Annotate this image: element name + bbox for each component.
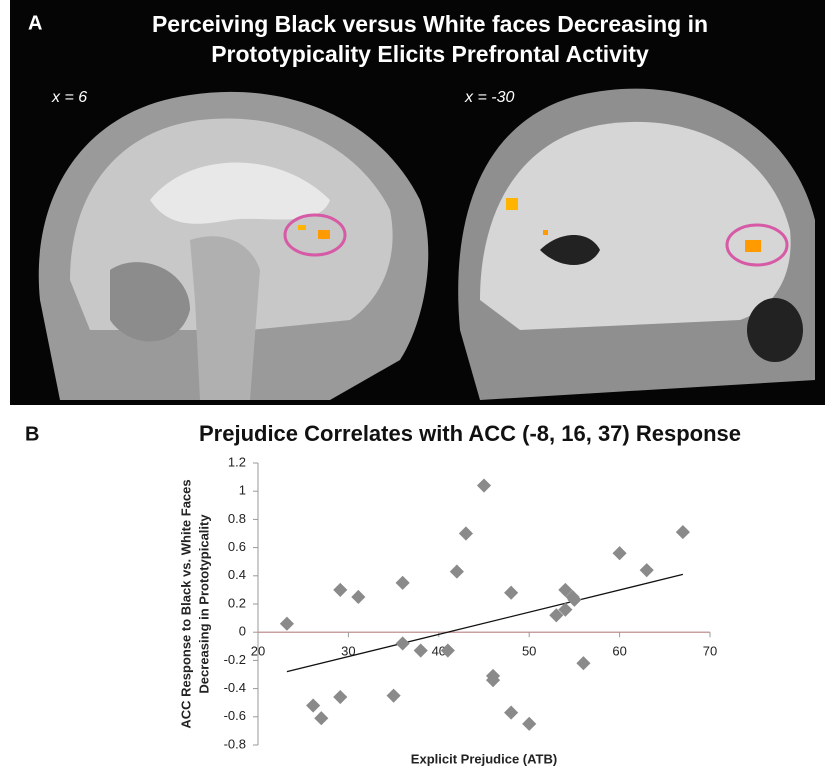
scatter-point bbox=[306, 698, 320, 712]
scatter-point bbox=[477, 478, 491, 492]
scatter-point bbox=[333, 690, 347, 704]
scatter-point bbox=[522, 717, 536, 731]
y-axis-label: Decreasing in Prototypicality bbox=[196, 514, 211, 694]
y-tick-label: 1 bbox=[239, 483, 246, 498]
x-tick-label: 20 bbox=[251, 644, 265, 659]
slice-label: x = 6 bbox=[51, 89, 87, 106]
brain-left bbox=[39, 92, 429, 400]
scatter-point bbox=[640, 563, 654, 577]
scatter-point bbox=[387, 689, 401, 703]
panel-label: A bbox=[28, 12, 42, 34]
scatter-point bbox=[396, 636, 410, 650]
scatter-point bbox=[280, 617, 294, 631]
y-tick-label: -0.6 bbox=[224, 708, 246, 723]
y-tick-label: 0.2 bbox=[228, 595, 246, 610]
scatter-point bbox=[676, 525, 690, 539]
panel-label: B bbox=[25, 423, 39, 445]
y-tick-label: 0 bbox=[239, 624, 246, 639]
y-tick-label: 0.6 bbox=[228, 539, 246, 554]
y-tick-label: 0.4 bbox=[228, 567, 246, 582]
scatter-point bbox=[333, 583, 347, 597]
figure: A Perceiving Black versus White faces De… bbox=[0, 0, 837, 771]
scatter-point bbox=[576, 656, 590, 670]
x-axis-label: Explicit Prejudice (ATB) bbox=[411, 751, 557, 766]
y-tick-label: -0.8 bbox=[224, 736, 246, 751]
scatter-point bbox=[450, 564, 464, 578]
scatter-point bbox=[613, 546, 627, 560]
scatter-point bbox=[504, 586, 518, 600]
slice-label: x = -30 bbox=[464, 89, 514, 106]
chart-title: Prejudice Correlates with ACC (-8, 16, 3… bbox=[199, 421, 741, 446]
scatter-point bbox=[459, 526, 473, 540]
panel-a: A Perceiving Black versus White faces De… bbox=[10, 0, 825, 405]
scatter-point bbox=[414, 643, 428, 657]
scatter-point bbox=[314, 711, 328, 725]
x-tick-label: 60 bbox=[612, 644, 626, 659]
scatter-point bbox=[351, 590, 365, 604]
y-tick-label: -0.4 bbox=[224, 680, 246, 695]
x-tick-label: 50 bbox=[522, 644, 536, 659]
y-tick-label: 1.2 bbox=[228, 454, 246, 469]
y-tick-label: 0.8 bbox=[228, 511, 246, 526]
image-title: Prototypicality Elicits Prefrontal Activ… bbox=[211, 41, 649, 67]
x-tick-label: 70 bbox=[703, 644, 717, 659]
image-title: Perceiving Black versus White faces Decr… bbox=[152, 11, 708, 37]
y-axis-label: ACC Response to Black vs. White Faces bbox=[178, 479, 193, 728]
brain-right bbox=[458, 89, 815, 400]
scatter-point bbox=[396, 576, 410, 590]
y-tick-label: -0.2 bbox=[224, 652, 246, 667]
scatter-point bbox=[504, 705, 518, 719]
